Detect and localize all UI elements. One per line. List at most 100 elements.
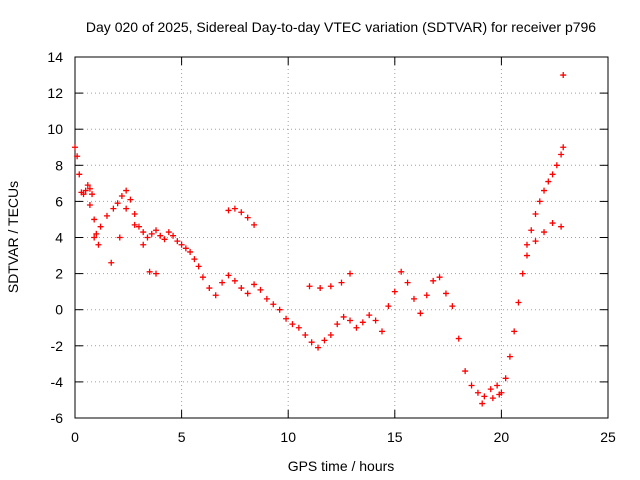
data-point xyxy=(178,241,185,248)
data-point xyxy=(410,295,417,302)
data-points xyxy=(72,72,567,407)
data-point xyxy=(93,230,100,237)
data-point xyxy=(523,252,530,259)
axis-ticks: 0 5 10 15 20 25 -6 -4 -2 0 2 4 6 8 10 12 14 xyxy=(47,49,616,445)
data-point xyxy=(108,259,115,266)
data-point xyxy=(523,241,530,248)
data-point xyxy=(244,290,251,297)
x-tick-label: 25 xyxy=(600,429,616,445)
data-point xyxy=(506,353,513,360)
x-tick-label: 10 xyxy=(280,429,296,445)
data-point xyxy=(519,270,526,277)
data-point xyxy=(191,256,198,263)
y-tick-label: 10 xyxy=(47,121,63,137)
data-point xyxy=(327,331,334,338)
data-point xyxy=(251,221,258,228)
plot-frame xyxy=(74,56,609,419)
data-point xyxy=(479,400,486,407)
data-point xyxy=(496,391,503,398)
chart-title: Day 020 of 2025, Sidereal Day-to-day VTE… xyxy=(86,19,596,35)
data-point xyxy=(80,191,87,198)
data-point xyxy=(146,268,153,275)
data-point xyxy=(131,211,138,218)
data-point xyxy=(289,321,296,328)
data-point xyxy=(225,272,232,279)
y-tick-label: 14 xyxy=(47,49,63,65)
data-point xyxy=(455,335,462,342)
data-point xyxy=(347,317,354,324)
data-point xyxy=(123,205,130,212)
data-point xyxy=(140,229,147,236)
data-point xyxy=(340,313,347,320)
data-point xyxy=(91,234,98,241)
data-point xyxy=(549,171,556,178)
data-point xyxy=(72,144,78,151)
data-point xyxy=(114,200,121,207)
data-point xyxy=(276,306,283,313)
x-axis-label: GPS time / hours xyxy=(288,458,395,474)
data-point xyxy=(74,153,81,160)
y-tick-label: 12 xyxy=(47,85,63,101)
data-point xyxy=(494,382,501,389)
data-point xyxy=(263,295,270,302)
data-point xyxy=(84,182,91,189)
data-point xyxy=(532,211,539,218)
data-point xyxy=(76,171,83,178)
data-point xyxy=(545,178,552,185)
data-point xyxy=(487,386,494,393)
data-point xyxy=(148,230,155,237)
data-point xyxy=(317,285,324,292)
data-point xyxy=(423,292,430,299)
data-point xyxy=(165,229,172,236)
data-point xyxy=(225,207,232,214)
data-point xyxy=(123,187,130,194)
data-point xyxy=(430,277,437,284)
data-point xyxy=(86,202,93,209)
data-point xyxy=(231,205,238,212)
data-point xyxy=(89,191,96,198)
data-point xyxy=(195,263,202,270)
data-point xyxy=(140,241,147,248)
data-point xyxy=(116,234,123,241)
data-point xyxy=(257,286,264,293)
data-point xyxy=(103,212,110,219)
data-point xyxy=(327,283,334,290)
data-point xyxy=(372,317,379,324)
data-point xyxy=(321,337,328,344)
data-point xyxy=(481,393,488,400)
data-point xyxy=(244,214,251,221)
data-point xyxy=(404,279,411,286)
data-point xyxy=(558,151,565,158)
data-point xyxy=(511,328,518,335)
data-point xyxy=(295,324,302,331)
data-point xyxy=(379,328,386,335)
x-tick-label: 5 xyxy=(178,429,186,445)
data-point xyxy=(553,162,560,169)
y-tick-label: 4 xyxy=(55,230,63,246)
data-point xyxy=(82,187,89,194)
data-point xyxy=(560,72,567,79)
data-point xyxy=(366,312,373,319)
data-point xyxy=(541,187,548,194)
data-point xyxy=(560,144,567,151)
data-point xyxy=(144,234,151,241)
data-point xyxy=(306,283,313,290)
data-point xyxy=(347,270,354,277)
data-point xyxy=(231,277,238,284)
x-tick-label: 20 xyxy=(494,429,510,445)
data-point xyxy=(502,375,509,382)
data-point xyxy=(442,290,449,297)
data-point xyxy=(462,368,469,375)
data-point xyxy=(97,223,104,230)
data-point xyxy=(238,285,245,292)
data-point xyxy=(334,321,341,328)
data-point xyxy=(558,223,565,230)
grid xyxy=(75,57,608,418)
data-point xyxy=(118,192,125,199)
y-tick-label: -4 xyxy=(51,374,64,390)
data-point xyxy=(315,344,322,351)
y-tick-label: 0 xyxy=(55,302,63,318)
x-tick-label: 15 xyxy=(387,429,403,445)
y-tick-label: 6 xyxy=(55,193,63,209)
